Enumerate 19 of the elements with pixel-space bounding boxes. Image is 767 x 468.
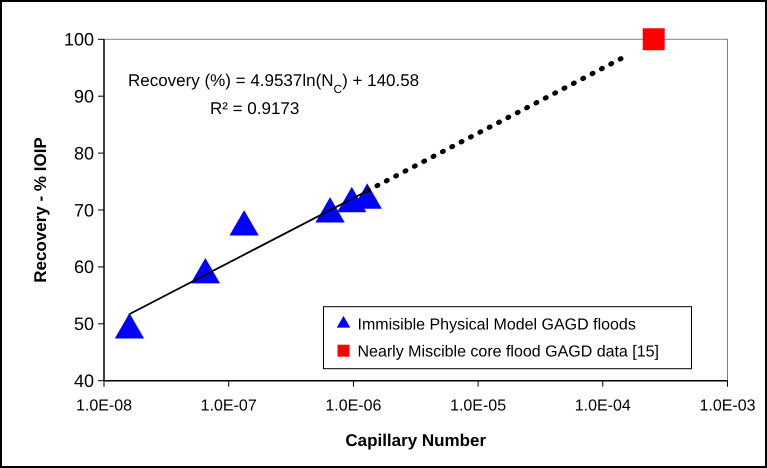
x-axis-title: Capillary Number xyxy=(345,431,487,450)
y-tick-label: 70 xyxy=(74,200,94,220)
x-tick-label: 1.0E-06 xyxy=(325,398,382,415)
x-tick-label: 1.0E-07 xyxy=(200,398,257,415)
x-tick-label: 1.0E-04 xyxy=(574,398,631,415)
legend-label: Immisible Physical Model GAGD floods xyxy=(358,316,636,334)
y-tick-label: 100 xyxy=(64,30,94,50)
annotation: R² = 0.9173 xyxy=(210,99,300,118)
annotation: Recovery (%) = 4.9537ln(N$_{C}$) + 140.58 xyxy=(128,71,420,96)
y-tick-label: 40 xyxy=(74,371,94,391)
y-tick-label: 50 xyxy=(74,314,94,334)
y-tick-label: 80 xyxy=(74,143,94,164)
x-tick-label: 1.0E-08 xyxy=(76,398,132,415)
y-tick-label: 60 xyxy=(74,257,94,278)
x-tick-label: 1.0E-05 xyxy=(450,398,506,415)
x-tick-label: 1.0E-03 xyxy=(699,398,756,415)
legend-label: Nearly Miscible core flood GAGD data [15] xyxy=(358,343,659,360)
y-axis-title: Recovery - % IOIP xyxy=(31,137,50,283)
y-tick-label: 90 xyxy=(74,86,94,106)
